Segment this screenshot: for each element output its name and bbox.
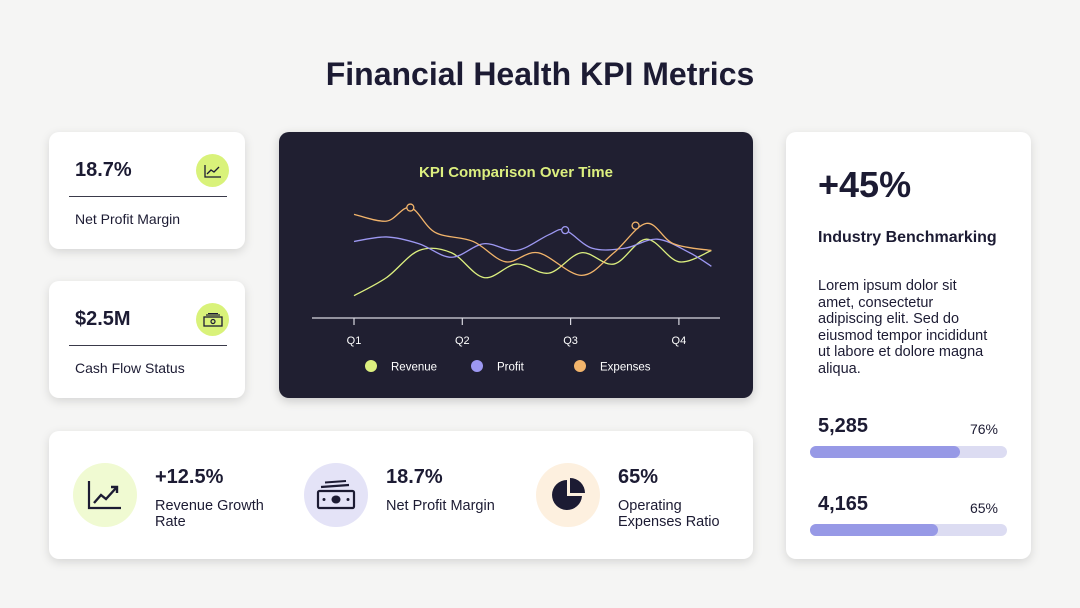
chart-title: KPI Comparison Over Time	[419, 164, 613, 181]
divider	[69, 196, 227, 197]
benchmark-label: Industry Benchmarking	[818, 229, 997, 246]
growth-chart-icon	[73, 463, 137, 527]
cash-icon	[196, 303, 229, 336]
metric-operating-expenses: 65% Operating Expenses Ratio	[512, 431, 753, 559]
series-line-revenue	[353, 238, 712, 297]
divider	[69, 345, 227, 346]
x-axis-ticks: Q1 Q2 Q3 Q4	[347, 318, 687, 347]
legend-item-expenses: Expenses	[574, 360, 651, 374]
metric-value: 18.7%	[386, 466, 443, 488]
legend-swatch	[574, 360, 586, 372]
kpi-label: Net Profit Margin	[75, 211, 181, 227]
money-icon	[304, 463, 368, 527]
series-line-expenses	[353, 206, 712, 277]
metric-label: Operating Expenses Ratio	[618, 498, 720, 530]
legend-label: Profit	[497, 362, 525, 374]
x-tick-label: Q2	[455, 335, 470, 347]
benchmark-description: Lorem ipsum dolor sit amet, consectetur …	[818, 278, 988, 377]
chart-canvas: KPI Comparison Over Time Q1 Q2 Q3 Q4 Revenu…	[312, 164, 720, 374]
progress-track	[810, 446, 1007, 458]
metrics-card: +12.5% Revenue Growth Rate 18.7% Net Pro…	[49, 431, 753, 559]
legend-swatch	[365, 360, 377, 372]
stat-value: 4,165	[818, 493, 869, 515]
series-line-profit	[353, 228, 712, 267]
progress-track	[810, 524, 1007, 536]
pie-chart-icon	[536, 463, 600, 527]
x-tick-label: Q4	[672, 335, 687, 347]
stat-percent: 76%	[969, 421, 998, 437]
metric-label: Net Profit Margin	[386, 498, 495, 514]
benchmark-value: +45%	[818, 164, 912, 205]
metric-revenue-growth: +12.5% Revenue Growth Rate	[49, 431, 280, 559]
metric-label: Revenue Growth Rate	[155, 498, 264, 530]
data-point-marker	[631, 221, 640, 230]
legend-item-revenue: Revenue	[365, 360, 437, 374]
stat-value: 5,285	[818, 415, 869, 437]
kpi-label: Cash Flow Status	[75, 360, 185, 376]
kpi-card-net-profit: 18.7% Net Profit Margin	[49, 132, 245, 249]
kpi-comparison-chart: KPI Comparison Over Time Q1 Q2 Q3 Q4 Revenu…	[279, 132, 753, 398]
legend-label: Expenses	[600, 362, 651, 374]
kpi-value: 18.7%	[75, 159, 132, 181]
legend-item-profit: Profit	[471, 360, 525, 374]
page-title: Financial Health KPI Metrics	[325, 56, 755, 92]
data-point-marker	[406, 203, 415, 212]
legend-label: Revenue	[391, 362, 437, 374]
metric-value: 65%	[618, 466, 659, 488]
stat-percent: 65%	[969, 500, 998, 516]
progress-fill	[810, 446, 960, 458]
metric-net-profit: 18.7% Net Profit Margin	[280, 431, 511, 559]
kpi-value: $2.5M	[75, 308, 131, 330]
metric-value: +12.5%	[155, 466, 224, 488]
line-chart-icon	[196, 154, 229, 187]
progress-fill	[810, 524, 939, 536]
data-point-marker	[561, 226, 570, 235]
kpi-card-cash-flow: $2.5M Cash Flow Status	[49, 281, 245, 398]
benchmark-card: +45% Industry Benchmarking Lorem ipsum d…	[786, 132, 1031, 559]
legend-swatch	[471, 360, 483, 372]
x-tick-label: Q3	[563, 335, 578, 347]
chart-legend: Revenue Profit Expenses	[365, 360, 651, 374]
x-tick-label: Q1	[347, 335, 362, 347]
chart-lines	[353, 203, 712, 297]
